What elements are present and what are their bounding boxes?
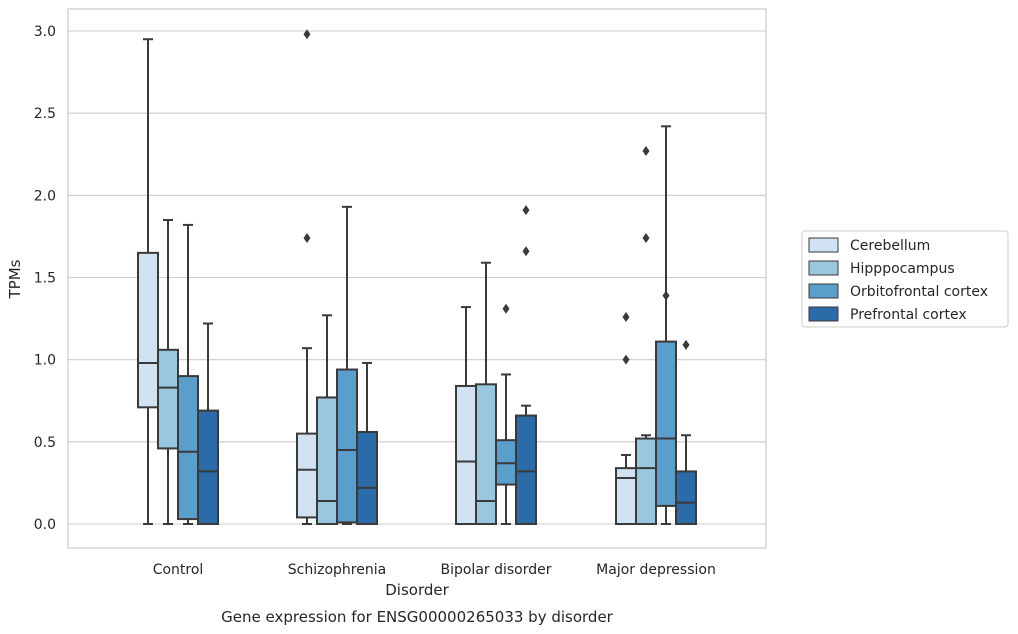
y-tick-label: 1.0 [34, 353, 56, 369]
legend: Cerebellum Hipppocampus Orbitofrontal cort… [801, 230, 1009, 328]
outlier-marker [642, 145, 650, 156]
y-tick-label: 0.0 [34, 517, 56, 533]
x-tick-label: Major depression [596, 562, 716, 578]
box-iqr [635, 437, 657, 525]
legend-swatch [808, 260, 839, 276]
x-tick-label: Schizophrenia [288, 562, 386, 578]
plot-area-frame [67, 8, 767, 549]
legend-swatch [808, 237, 839, 253]
box-iqr [356, 430, 378, 525]
chart-caption: Gene expression for ENSG00000265033 by d… [221, 608, 614, 626]
box-iqr [655, 340, 677, 507]
box-iqr [515, 414, 537, 526]
box-2-2 [495, 303, 517, 525]
x-tick-label: Bipolar disorder [440, 562, 551, 578]
box-iqr [177, 375, 199, 521]
outlier-marker [303, 29, 311, 40]
box-3-0 [197, 322, 219, 525]
outlier-marker [622, 311, 630, 322]
x-tick-label: Control [153, 562, 204, 578]
legend-swatch [808, 283, 839, 299]
legend-label: Orbitofrontal cortex [850, 284, 988, 300]
outlier-marker [682, 339, 690, 350]
box-iqr [296, 432, 318, 519]
y-tick-label: 2.0 [34, 188, 56, 204]
box-3-3 [675, 339, 697, 525]
box-iqr [675, 470, 697, 525]
box-series-group [137, 29, 697, 526]
outlier-marker [622, 354, 630, 365]
x-axis-label: Disorder [385, 581, 449, 599]
legend-label: Hipppocampus [850, 261, 955, 277]
box-1-1 [316, 314, 338, 526]
box-1-2 [475, 261, 497, 526]
outlier-marker [522, 205, 530, 216]
box-0-1 [296, 29, 318, 525]
box-iqr [137, 251, 159, 409]
box-iqr [157, 348, 179, 450]
y-tick-label: 1.5 [34, 271, 56, 287]
y-tick-label: 0.5 [34, 435, 56, 451]
box-2-3 [655, 125, 677, 525]
box-iqr [197, 409, 219, 525]
outlier-marker [662, 290, 670, 301]
y-tick-label: 2.5 [34, 106, 56, 122]
series-2 [177, 125, 677, 525]
series-3 [197, 205, 697, 526]
box-iqr [615, 467, 637, 526]
x-axis-ticks: Control Schizophrenia Bipolar disorder Majo… [153, 562, 716, 578]
outlier-marker [642, 233, 650, 244]
box-iqr [336, 368, 358, 524]
box-3-1 [356, 361, 378, 525]
outlier-marker [502, 303, 510, 314]
box-3-2 [515, 205, 537, 526]
y-axis-ticks: 0.0 0.5 1.0 1.5 2.0 2.5 3.0 [34, 24, 56, 533]
outlier-marker [303, 233, 311, 244]
outlier-marker [522, 246, 530, 257]
box-iqr [316, 396, 338, 526]
box-0-0 [137, 38, 159, 525]
legend-frame [801, 230, 1009, 328]
y-axis-label: TPMs [6, 259, 24, 299]
legend-label: Prefrontal cortex [850, 307, 967, 323]
series-0 [137, 29, 637, 526]
y-tick-label: 3.0 [34, 24, 56, 40]
series-1 [157, 145, 657, 526]
box-iqr [455, 384, 477, 525]
box-iqr [475, 383, 497, 526]
legend-swatch [808, 306, 839, 322]
legend-label: Cerebellum [850, 238, 930, 254]
